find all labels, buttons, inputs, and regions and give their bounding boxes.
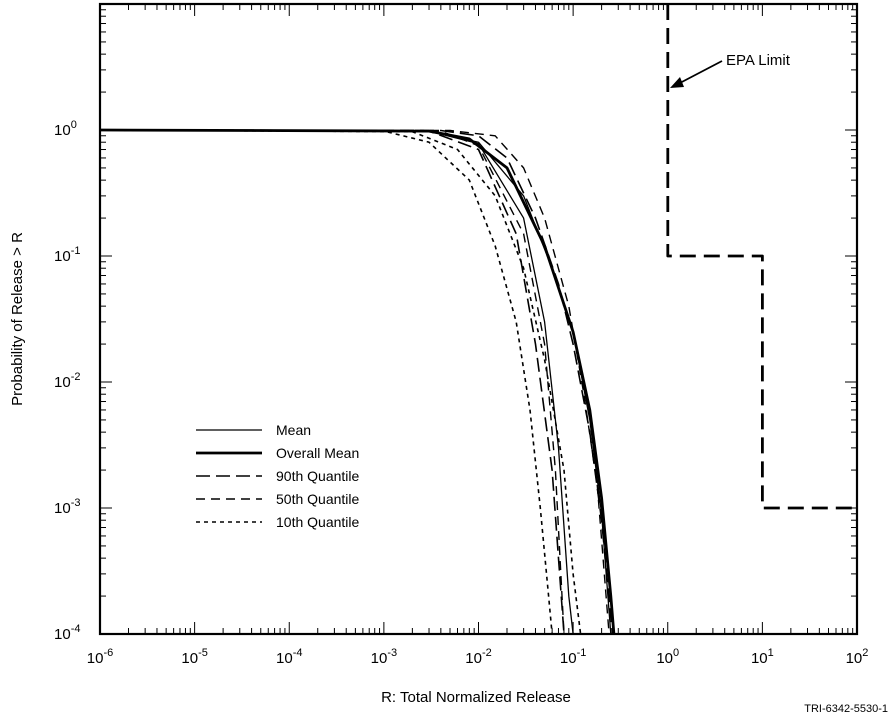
series-line-3-long-dash — [99, 129, 614, 635]
series-line-2-thick-solid — [99, 128, 616, 635]
series-line-9-epa-limit — [666, 4, 857, 510]
legend-label-3: 50th Quantile — [276, 491, 359, 507]
legend-label-2: 90th Quantile — [276, 468, 359, 484]
y-tick-label-0: 100 — [54, 119, 77, 139]
epa-limit-annotation: EPA Limit — [670, 52, 791, 88]
series-line-8-short-dash — [99, 129, 582, 635]
series-line-4-long-dash — [99, 129, 565, 635]
legend-label-1: Overall Mean — [276, 445, 359, 461]
x-axis-label: R: Total Normalized Release — [381, 689, 571, 706]
series-line-1-thin-solid — [99, 129, 574, 635]
x-tick-label-7: 101 — [751, 647, 774, 667]
x-tick-label-0: 10-6 — [87, 647, 113, 667]
series-line-6-medium-dash — [99, 129, 565, 635]
y-tick-label-2: 10-2 — [54, 371, 80, 391]
y-axis-label: Probability of Release > R — [9, 232, 26, 406]
legend: Mean Overall Mean 90th Quantile 50th Quanti… — [196, 422, 359, 530]
series-line-0-thin-solid — [99, 129, 612, 635]
epa-limit-arrowhead — [670, 77, 684, 88]
x-tick-label-1: 10-5 — [181, 647, 207, 667]
plot-area-border — [98, 2, 859, 636]
epa-limit-arrow-line — [677, 60, 723, 85]
x-tick-label-4: 10-2 — [465, 647, 491, 667]
figure-id: TRI-6342-5530-1 — [804, 703, 888, 715]
legend-label-0: Mean — [276, 422, 311, 438]
x-tick-label-5: 10-1 — [560, 647, 586, 667]
x-tick-label-3: 10-3 — [371, 647, 397, 667]
axis-ticks — [99, 4, 857, 635]
y-tick-label-4: 10-4 — [54, 623, 80, 643]
x-tick-label-2: 10-4 — [276, 647, 302, 667]
x-tick-label-8: 102 — [846, 647, 869, 667]
y-tick-label-1: 10-1 — [54, 245, 80, 265]
y-tick-labels: 100 10-1 10-2 10-3 10-4 — [54, 119, 80, 643]
x-tick-labels: 10-6 10-5 10-4 10-3 10-2 10-1 100 101 102 — [87, 647, 869, 667]
y-tick-label-3: 10-3 — [54, 497, 80, 517]
legend-label-4: 10th Quantile — [276, 514, 359, 530]
epa-limit-label: EPA Limit — [726, 52, 791, 69]
x-tick-label-6: 100 — [656, 647, 679, 667]
data-series — [99, 4, 857, 635]
series-line-7-short-dash — [99, 129, 553, 635]
series-line-5-medium-dash — [99, 129, 610, 635]
